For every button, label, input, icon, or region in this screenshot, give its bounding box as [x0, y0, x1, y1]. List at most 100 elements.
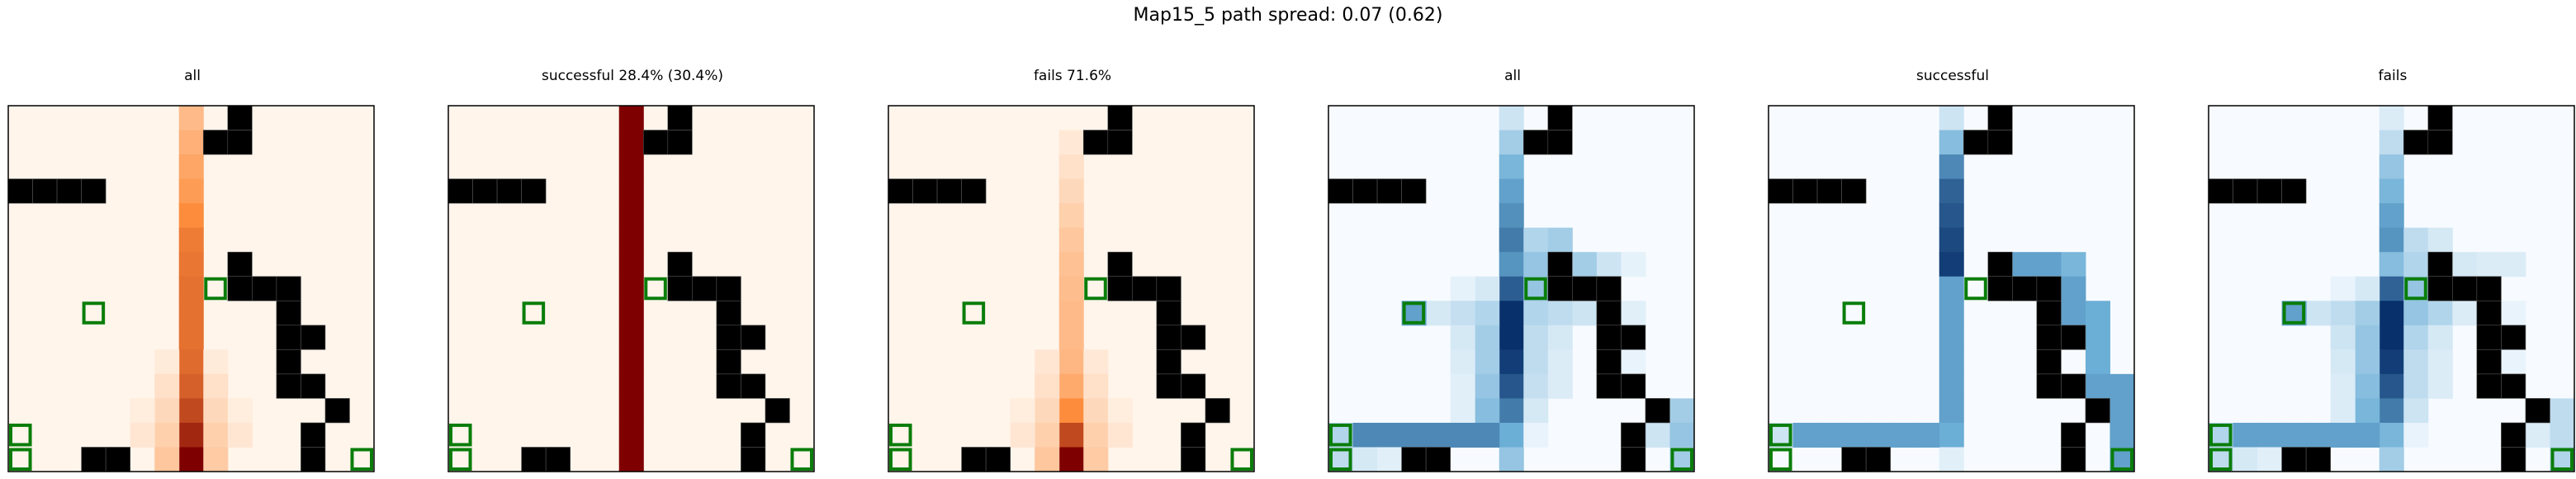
wall-cell: [2036, 349, 2062, 375]
wall-cell: [1596, 276, 1622, 301]
heatmap-cell: [178, 252, 204, 277]
goal-marker: [2282, 301, 2306, 325]
panel-frame: [447, 105, 815, 472]
wall-cell: [716, 349, 741, 375]
heatmap-cell: [1035, 422, 1060, 448]
heatmap-cell: [1939, 422, 1964, 448]
heatmap-cell: [2330, 349, 2356, 375]
heatmap-cell: [203, 447, 229, 472]
heatmap-cell: [1915, 422, 1940, 448]
goal-marker: [1769, 423, 1792, 447]
wall-cell: [1328, 178, 1353, 204]
goal-marker: [449, 448, 472, 472]
heatmap-cell: [2085, 349, 2110, 375]
heatmap-cell: [2085, 373, 2110, 399]
heatmap-cell: [227, 398, 253, 424]
wall-cell: [1156, 325, 1181, 350]
wall-cell: [741, 373, 766, 399]
wall-cell: [1522, 130, 1549, 155]
heatmap-cell: [1499, 276, 1524, 301]
heatmap-cell: [1107, 422, 1133, 448]
wall-cell: [496, 178, 522, 204]
heatmap-cell: [1499, 447, 1524, 472]
wall-cell: [1107, 130, 1133, 155]
heatmap-cell: [1939, 252, 1964, 277]
wall-cell: [1376, 178, 1402, 204]
wall-cell: [1816, 178, 1842, 204]
heatmap-cell: [2379, 373, 2404, 399]
heatmap-cell: [2085, 301, 2110, 326]
heatmap-cell: [1939, 276, 1964, 301]
heatmap-cell: [1499, 398, 1524, 424]
wall-cell: [2036, 373, 2062, 399]
heatmap-cell: [2379, 106, 2404, 131]
heatmap-cell: [2452, 301, 2478, 326]
heatmap-cell: [2427, 227, 2453, 253]
heatmap-cell: [618, 252, 644, 277]
wall-cell: [716, 325, 741, 350]
heatmap-cell: [227, 422, 253, 448]
wall-cell: [2256, 178, 2282, 204]
heatmap-cell: [1058, 276, 1084, 301]
heatmap-cell: [2476, 252, 2502, 277]
goal-marker: [204, 277, 227, 301]
wall-cell: [2061, 422, 2086, 448]
heatmap-cell: [203, 373, 229, 399]
wall-cell: [252, 276, 277, 301]
heatmap-cell: [2012, 252, 2038, 277]
heatmap-cell: [1377, 422, 1403, 448]
heatmap-cell: [2281, 422, 2307, 448]
heatmap-cell: [1621, 301, 1646, 326]
heatmap-cell: [130, 398, 155, 424]
panel-frame: [1768, 105, 2135, 472]
goal-marker: [82, 301, 106, 325]
heatmap-cell: [2355, 398, 2380, 424]
heatmap-cell: [2061, 276, 2086, 301]
goal-marker: [2209, 423, 2233, 447]
goal-marker: [2404, 277, 2427, 301]
heatmap-cell: [1669, 422, 1695, 448]
goal-marker: [644, 277, 667, 301]
heatmap-panel: [1328, 105, 1695, 472]
wall-cell: [1621, 325, 1646, 350]
wall-cell: [227, 105, 253, 130]
heatmap-cell: [1058, 130, 1084, 155]
heatmap-cell: [1450, 349, 1475, 375]
wall-cell: [2305, 447, 2331, 472]
heatmap-cell: [2233, 422, 2258, 448]
wall-cell: [888, 178, 913, 204]
wall-cell: [301, 373, 326, 399]
heatmap-cell: [178, 447, 204, 472]
panel-frame: [1328, 105, 1695, 472]
heatmap-cell: [2550, 422, 2575, 448]
wall-cell: [2036, 276, 2062, 301]
wall-cell: [81, 178, 107, 204]
heatmap-cell: [1939, 447, 1964, 472]
heatmap-cell: [1058, 252, 1084, 277]
heatmap-cell: [178, 422, 204, 448]
heatmap-cell: [1083, 398, 1109, 424]
heatmap-cell: [203, 349, 229, 375]
wall-cell: [276, 276, 301, 301]
wall-cell: [1621, 447, 1646, 472]
heatmap-cell: [1621, 252, 1646, 277]
heatmap-cell: [154, 398, 180, 424]
wall-cell: [2476, 276, 2502, 301]
heatmap-cell: [1621, 349, 1646, 375]
heatmap-cell: [2403, 422, 2429, 448]
heatmap-cell: [2501, 252, 2526, 277]
heatmap-cell: [1499, 130, 1524, 155]
heatmap-cell: [1450, 325, 1475, 350]
heatmap-cell: [618, 422, 644, 448]
heatmap-cell: [1523, 227, 1549, 253]
heatmap-cell: [154, 349, 180, 375]
heatmap-cell: [1547, 325, 1573, 350]
heatmap-cell: [2330, 398, 2356, 424]
goal-marker: [1769, 448, 1792, 472]
wall-cell: [2452, 276, 2478, 301]
heatmap-cell: [1352, 447, 1378, 472]
heatmap-cell: [2110, 373, 2135, 399]
heatmap-cell: [1377, 447, 1403, 472]
heatmap-cell: [2550, 398, 2575, 424]
heatmap-cell: [1475, 349, 1500, 375]
